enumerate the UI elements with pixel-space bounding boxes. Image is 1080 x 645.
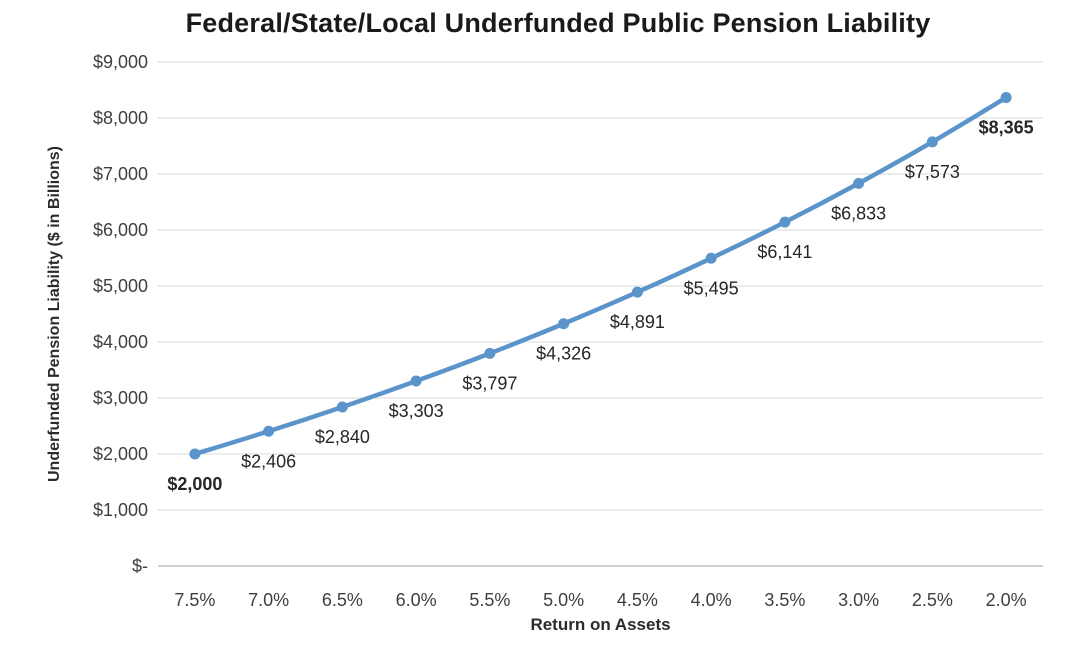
data-marker — [189, 448, 201, 460]
data-point-label: $3,797 — [462, 373, 517, 393]
data-marker — [484, 347, 496, 359]
x-tick-label: 5.5% — [469, 590, 510, 610]
y-tick-label: $1,000 — [93, 500, 148, 520]
data-point-label: $6,833 — [831, 203, 886, 223]
data-marker — [853, 177, 865, 189]
x-tick-label: 7.5% — [174, 590, 215, 610]
data-point-label: $3,303 — [389, 401, 444, 421]
y-tick-label: $2,000 — [93, 444, 148, 464]
x-tick-label: 3.0% — [838, 590, 879, 610]
y-tick-label: $8,000 — [93, 108, 148, 128]
data-point-label: $6,141 — [757, 242, 812, 262]
x-tick-label: 3.5% — [764, 590, 805, 610]
data-point-label: $4,326 — [536, 344, 591, 364]
y-tick-label: $9,000 — [93, 52, 148, 72]
data-marker — [779, 216, 791, 228]
y-tick-label: $- — [132, 556, 148, 576]
data-point-label: $8,365 — [979, 118, 1034, 138]
y-tick-label: $4,000 — [93, 332, 148, 352]
chart-title: Federal/State/Local Underfunded Public P… — [185, 8, 931, 38]
y-tick-label: $6,000 — [93, 220, 148, 240]
data-point-label: $5,495 — [684, 278, 739, 298]
x-axis-title: Return on Assets — [530, 615, 671, 634]
data-marker — [410, 375, 422, 387]
data-marker — [705, 252, 717, 264]
x-tick-label: 4.0% — [691, 590, 732, 610]
data-marker — [631, 286, 643, 298]
data-marker — [1000, 92, 1012, 104]
x-tick-label: 4.5% — [617, 590, 658, 610]
y-tick-label: $3,000 — [93, 388, 148, 408]
x-tick-label: 7.0% — [248, 590, 289, 610]
x-tick-label: 6.5% — [322, 590, 363, 610]
y-tick-label: $7,000 — [93, 164, 148, 184]
x-tick-label: 6.0% — [396, 590, 437, 610]
series-line — [192, 95, 1009, 457]
data-marker — [263, 425, 275, 437]
data-point-label: $4,891 — [610, 312, 665, 332]
data-marker — [926, 136, 938, 148]
y-tick-label: $5,000 — [93, 276, 148, 296]
x-tick-label: 5.0% — [543, 590, 584, 610]
x-tick-label: 2.5% — [912, 590, 953, 610]
data-point-label: $2,406 — [241, 451, 296, 471]
data-point-label: $2,000 — [167, 474, 222, 494]
data-point-label: $7,573 — [905, 162, 960, 182]
data-point-label: $2,840 — [315, 427, 370, 447]
data-marker — [336, 401, 348, 413]
data-marker — [558, 318, 570, 330]
x-tick-label: 2.0% — [986, 590, 1027, 610]
